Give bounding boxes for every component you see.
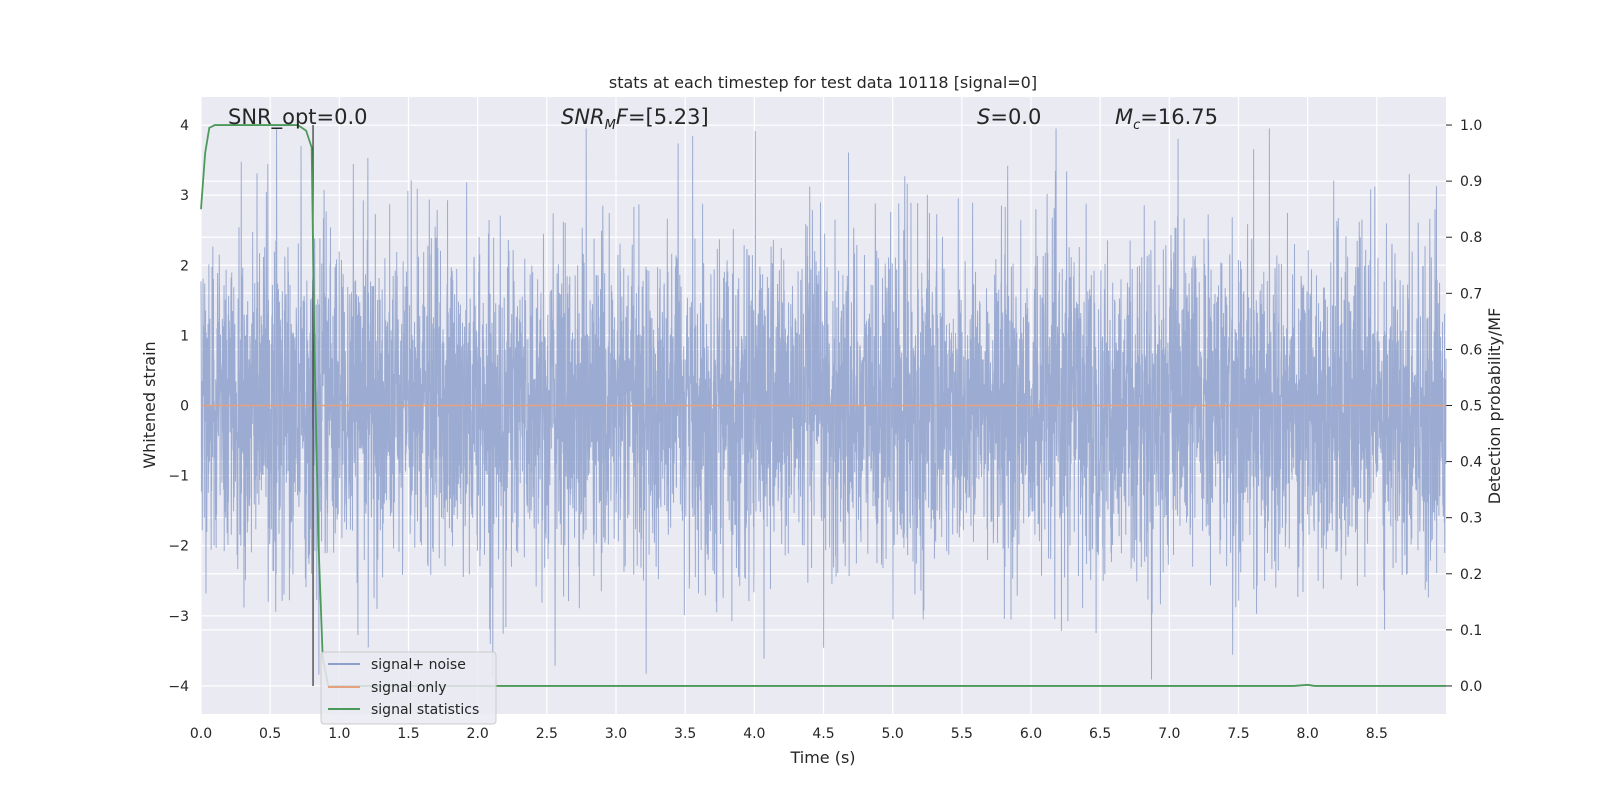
y-axis-label: Whitened strain — [140, 341, 159, 468]
right-y-tick-label: 1.0 — [1460, 118, 1482, 134]
x-tick-label: 7.5 — [1227, 726, 1249, 742]
snr-mf-main: SNR — [561, 105, 605, 129]
x-tick-label: 8.5 — [1366, 726, 1388, 742]
y-tick-labels: 4 3 2 1 0 −1 −2 −3 −4 — [168, 118, 189, 695]
x-tick-label: 5.0 — [882, 726, 904, 742]
chart-title: stats at each timestep for test data 101… — [609, 73, 1037, 92]
right-y-tick-label: 0.4 — [1460, 455, 1482, 471]
mc-sub: c — [1133, 118, 1140, 133]
x-tick-label: 4.0 — [743, 726, 765, 742]
mc-annotation: Mc=16.75 — [1115, 105, 1218, 133]
right-y-tick-label: 0.1 — [1460, 623, 1482, 639]
x-tick-label: 2.5 — [536, 726, 558, 742]
x-tick-label: 3.0 — [605, 726, 627, 742]
right-y-tick-label: 0.5 — [1460, 399, 1482, 415]
right-y-tick-label: 0.8 — [1460, 230, 1482, 246]
legend-box — [320, 651, 497, 725]
s-annotation: S=0.0 — [977, 105, 1041, 129]
x-tick-label: 0.0 — [190, 726, 212, 742]
right-y-axis-label: Detection probability/MF — [1485, 308, 1504, 505]
snr-opt-annotation: SNR_opt=0.0 — [228, 105, 368, 130]
snr-mf-rest: =[5.23] — [628, 105, 709, 129]
x-tick-label: 4.5 — [812, 726, 834, 742]
x-tick-label: 6.5 — [1089, 726, 1111, 742]
x-tick-label: 5.5 — [951, 726, 973, 742]
right-y-tick-label: 0.6 — [1460, 342, 1482, 358]
legend-label-signal-only: signal only — [371, 680, 446, 696]
signal-noise-trace — [200, 128, 1447, 680]
x-tick-label: 8.0 — [1297, 726, 1319, 742]
y-tick-label: −4 — [168, 679, 189, 695]
x-tick-labels: 0.0 0.5 1.0 1.5 2.0 2.5 3.0 3.5 4.0 4.5 5.0 5.5 6.0 6… — [190, 726, 1388, 742]
y-tick-label: 4 — [180, 118, 189, 134]
s-rest: =0.0 — [990, 105, 1041, 129]
right-y-tick-label: 0.3 — [1460, 511, 1482, 527]
right-y-tick-label: 0.0 — [1460, 679, 1482, 695]
legend: signal+ noise signal only signal statist… — [320, 651, 497, 725]
x-axis-label: Time (s) — [789, 748, 855, 767]
x-tick-label: 6.0 — [1020, 726, 1042, 742]
x-tick-label: 1.5 — [397, 726, 419, 742]
right-y-tick-label: 0.7 — [1460, 286, 1482, 302]
y-tick-label: −2 — [168, 539, 189, 555]
right-y-tick-labels: 1.0 0.9 0.8 0.7 0.6 0.5 0.4 0.3 0.2 0.1 0.0 — [1460, 118, 1482, 695]
y-tick-label: 3 — [180, 188, 189, 204]
x-tick-label: 1.0 — [328, 726, 350, 742]
s-main: S — [977, 105, 990, 129]
legend-label-signal-noise: signal+ noise — [371, 657, 466, 673]
snr-mf-annotation: SNRMF=[5.23] — [561, 105, 709, 133]
x-tick-label: 7.0 — [1158, 726, 1180, 742]
x-tick-label: 3.5 — [674, 726, 696, 742]
x-tick-label: 2.0 — [467, 726, 489, 742]
mc-main: M — [1115, 105, 1133, 129]
series-signal-noise — [200, 128, 1447, 680]
y-tick-label: 1 — [180, 328, 189, 344]
mc-rest: =16.75 — [1140, 105, 1218, 129]
snr-mf-sub: M — [605, 118, 616, 133]
legend-label-signal-statistics: signal statistics — [371, 702, 479, 718]
snr-mf-rest-f: F — [616, 105, 629, 129]
x-tick-label: 0.5 — [259, 726, 281, 742]
right-y-tick-label: 0.9 — [1460, 174, 1482, 190]
series-signal-statistics — [200, 124, 1446, 687]
y-tick-label: −3 — [168, 609, 189, 625]
right-y-tick-label: 0.2 — [1460, 567, 1482, 583]
y-tick-label: −1 — [168, 469, 189, 485]
y-tick-label: 0 — [180, 399, 189, 415]
y-tick-label: 2 — [180, 258, 189, 274]
